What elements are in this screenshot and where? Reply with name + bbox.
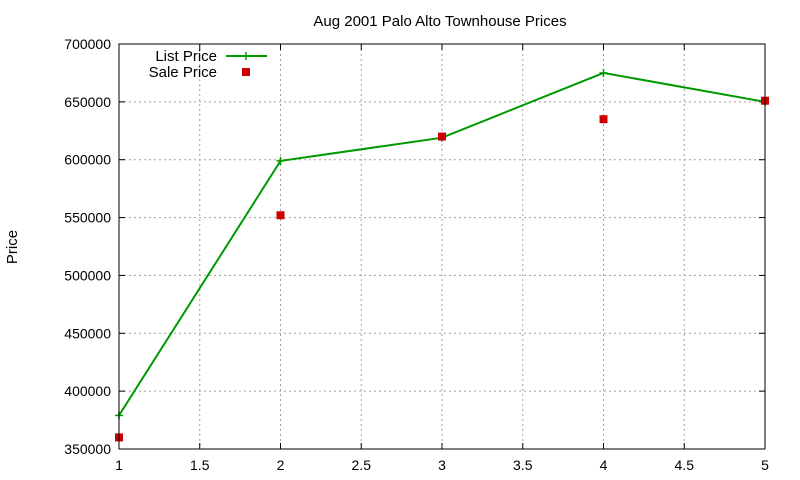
x-tick-label: 3.5: [513, 457, 533, 473]
y-tick-label: 450000: [64, 325, 111, 341]
sale-price-point: [276, 211, 285, 220]
axis-ticks: 1 1.5 2 2.5 3 3.5 4 4.5 5 350000 400000 450000 50000…: [64, 36, 769, 473]
list-price-point: [599, 68, 608, 77]
x-tick-label: 4: [600, 457, 608, 473]
list-price-point: [276, 156, 285, 165]
y-tick-label: 700000: [64, 36, 111, 52]
x-tick-label: 5: [761, 457, 769, 473]
x-tick-label: 2.5: [352, 457, 372, 473]
y-tick-label: 550000: [64, 210, 111, 226]
chart-title: Aug 2001 Palo Alto Townhouse Prices: [313, 13, 566, 30]
legend-label: List Price: [155, 48, 217, 65]
x-tick-label: 1.5: [190, 457, 210, 473]
sale-price-point: [438, 132, 446, 141]
x-tick-label: 1: [115, 457, 123, 473]
grid-lines: [119, 44, 765, 449]
y-tick-label: 650000: [64, 94, 111, 110]
sale-price-point: [599, 115, 608, 124]
legend-plus-marker: [242, 52, 250, 60]
x-tick-label: 2: [277, 457, 285, 473]
legend-square-marker: [242, 68, 250, 76]
y-tick-label: 600000: [64, 152, 111, 168]
legend-label: Sale Price: [149, 64, 217, 81]
y-tick-label: 350000: [64, 441, 111, 457]
x-tick-label: 4.5: [675, 457, 695, 473]
y-tick-label: 400000: [64, 383, 111, 399]
y-axis-label: Price: [4, 230, 21, 264]
y-tick-label: 500000: [64, 267, 111, 283]
x-tick-label: 3: [438, 457, 446, 473]
plot-frame: [118, 43, 766, 450]
